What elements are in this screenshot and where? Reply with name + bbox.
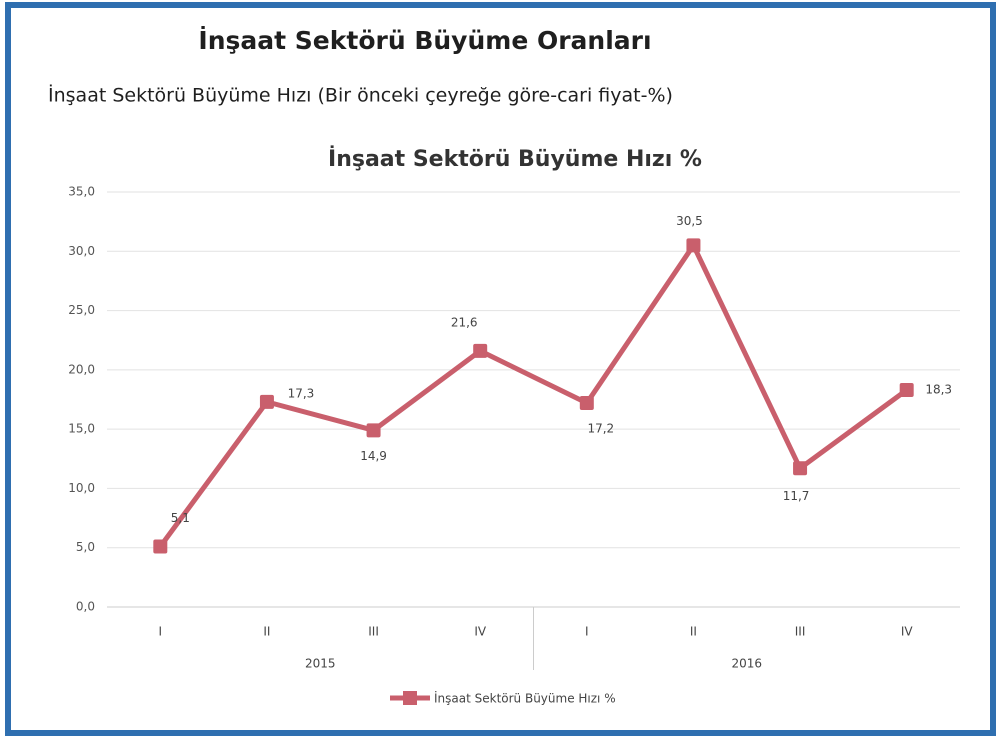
legend-label: İnşaat Sektörü Büyüme Hızı % xyxy=(434,691,616,706)
data-point xyxy=(366,423,381,438)
data-point xyxy=(259,394,274,409)
y-tick-label: 35,0 xyxy=(68,185,95,199)
x-tick-label: IV xyxy=(474,625,487,639)
x-group-label: 2015 xyxy=(305,657,336,671)
x-tick-label: I xyxy=(159,625,163,639)
data-point xyxy=(473,343,488,358)
data-point xyxy=(579,396,594,411)
y-tick-label: 20,0 xyxy=(68,362,95,376)
data-label: 18,3 xyxy=(925,383,952,397)
data-label: 14,9 xyxy=(360,449,387,463)
y-tick-label: 5,0 xyxy=(76,540,95,554)
data-label: 21,6 xyxy=(451,315,478,329)
x-tick-label: IV xyxy=(901,625,914,639)
series-line xyxy=(158,242,909,549)
data-point xyxy=(793,461,808,476)
frame xyxy=(5,2,996,736)
page-subtitle: İnşaat Sektörü Büyüme Hızı (Bir önceki ç… xyxy=(48,84,673,107)
page-title: İnşaat Sektörü Büyüme Oranları xyxy=(198,25,651,55)
y-tick-label: 25,0 xyxy=(68,303,95,317)
x-group-label: 2016 xyxy=(731,657,762,671)
chart-title: İnşaat Sektörü Büyüme Hızı % xyxy=(328,146,702,172)
data-point xyxy=(686,238,701,253)
data-label: 17,3 xyxy=(288,386,315,400)
data-label: 30,5 xyxy=(676,214,703,228)
data-label: 11,7 xyxy=(783,489,810,503)
legend-marker xyxy=(403,691,417,705)
y-tick-label: 10,0 xyxy=(68,481,95,495)
data-label: 17,2 xyxy=(587,422,614,436)
x-tick-label: II xyxy=(263,625,270,639)
data-point xyxy=(153,539,168,554)
x-tick-label: III xyxy=(368,625,379,639)
data-point xyxy=(899,383,914,398)
x-tick-label: III xyxy=(795,625,806,639)
y-tick-label: 0,0 xyxy=(76,600,95,614)
x-tick-label: II xyxy=(690,625,697,639)
data-label: 5,1 xyxy=(171,511,190,525)
y-tick-label: 15,0 xyxy=(68,422,95,436)
y-tick-label: 30,0 xyxy=(68,244,95,258)
x-tick-label: I xyxy=(585,625,589,639)
